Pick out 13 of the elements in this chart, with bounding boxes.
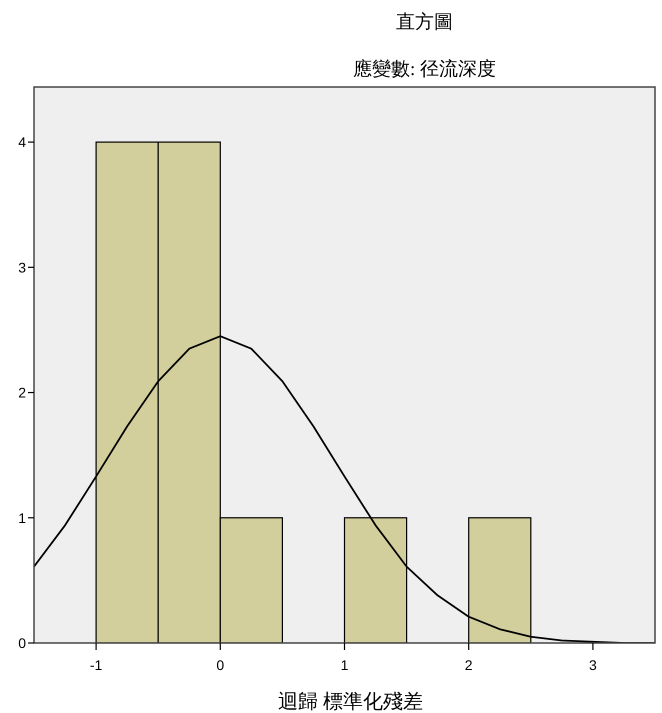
y-tick-label: 2 bbox=[18, 384, 26, 401]
y-tick-label: 0 bbox=[18, 635, 26, 651]
y-tick-label: 1 bbox=[18, 510, 26, 526]
x-tick-label: 0 bbox=[216, 657, 224, 673]
x-tick-label: 2 bbox=[464, 657, 473, 673]
x-tick-label: 1 bbox=[340, 657, 349, 673]
y-tick-label: 4 bbox=[18, 134, 26, 150]
x-tick-label: -1 bbox=[90, 657, 103, 673]
chart-title: 直方圖 bbox=[396, 11, 453, 33]
chart-subtitle: 應變數: 径流深度 bbox=[352, 58, 496, 80]
y-tick-label: 3 bbox=[18, 259, 26, 276]
x-axis-title: 迴歸 標準化殘差 bbox=[278, 691, 423, 713]
x-tick-label: 3 bbox=[589, 657, 597, 673]
